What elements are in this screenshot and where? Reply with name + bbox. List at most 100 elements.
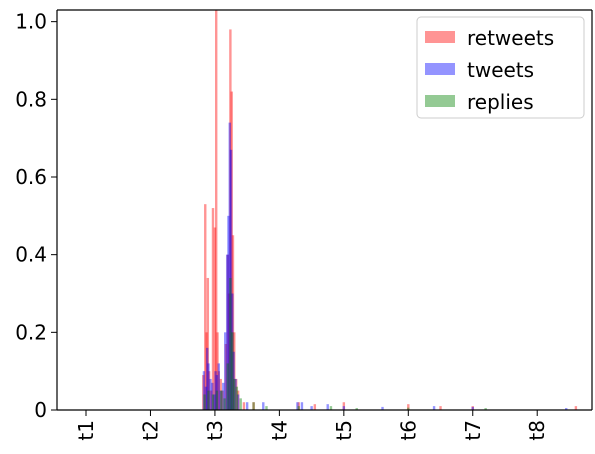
legend-swatch-replies — [425, 95, 455, 107]
bar-tweets — [326, 404, 329, 410]
bar-tweets — [471, 406, 474, 410]
legend-label-tweets: tweets — [467, 58, 534, 82]
bar-tweets — [236, 394, 240, 410]
bar-retweets — [215, 10, 218, 410]
bar-replies — [220, 390, 223, 410]
bar-tweets — [232, 351, 235, 410]
bar-retweets — [234, 378, 238, 410]
bar-replies — [231, 332, 234, 410]
bar-replies — [355, 408, 358, 410]
x-tick-label: t5 — [332, 420, 356, 441]
bar-tweets — [296, 402, 299, 410]
bar-tweets — [204, 386, 208, 410]
bar-tweets — [227, 215, 230, 410]
legend: retweets tweets replies — [416, 16, 585, 119]
bar-tweets — [245, 402, 249, 410]
bar-tweets — [225, 254, 229, 410]
bar-tweets — [310, 406, 313, 410]
bar-tweets — [215, 375, 219, 410]
bar-replies — [297, 406, 300, 410]
bar-tweets — [205, 347, 209, 410]
y-tick-label: 0.6 — [15, 165, 47, 189]
legend-box — [416, 16, 585, 119]
bar-retweets — [471, 406, 474, 410]
bar-retweets — [202, 375, 205, 410]
bar-retweets — [207, 371, 211, 410]
bar-retweets — [229, 29, 232, 410]
bar-replies — [265, 406, 268, 410]
y-tick-label: 0.2 — [15, 320, 47, 344]
bar-retweets — [407, 404, 410, 410]
bar-retweets — [221, 390, 224, 410]
bar-retweets — [216, 332, 219, 410]
axes: 0 0.2 0.4 0.6 0.8 1.0 t1 t2 t3 t4 t5 t6 t7 t8 — [15, 9, 593, 441]
bar-retweets — [233, 332, 236, 410]
bar-tweets — [209, 378, 212, 410]
bar-retweets — [213, 227, 217, 410]
bar-retweets — [231, 235, 235, 410]
bar-replies — [407, 407, 410, 410]
bar-replies — [211, 394, 215, 410]
bar-tweets — [231, 293, 234, 410]
bar-replies — [207, 390, 210, 410]
bar-retweets — [217, 371, 220, 410]
y-tick-label: 0 — [34, 398, 47, 422]
bar-retweets — [205, 332, 208, 410]
series-retweets — [202, 10, 578, 411]
x-tick-label: t7 — [461, 420, 485, 441]
bar-retweets — [209, 390, 213, 410]
bar-replies — [484, 408, 487, 410]
series-tweets — [202, 122, 568, 411]
bar-tweets — [234, 378, 237, 410]
bar-replies — [226, 363, 230, 410]
bar-replies — [252, 402, 255, 410]
bar-tweets — [262, 402, 265, 410]
bar-retweets — [252, 402, 255, 410]
y-tick-label: 0.4 — [15, 243, 47, 267]
y-tick-label: 0.8 — [15, 87, 47, 111]
legend-label-replies: replies — [467, 90, 534, 114]
bar-retweets — [219, 378, 222, 410]
bar-tweets — [342, 406, 346, 410]
bar-replies — [329, 406, 333, 410]
bar-retweets — [226, 254, 230, 410]
bar-retweets — [224, 343, 228, 410]
bar-tweets — [224, 332, 227, 410]
x-tick-label: t8 — [525, 420, 549, 441]
bar-tweets — [202, 371, 206, 410]
legend-swatch-tweets — [425, 63, 455, 75]
bar-retweets — [227, 293, 231, 410]
bar-retweets — [204, 204, 207, 410]
x-tick-label: t3 — [203, 420, 227, 441]
y-tick-label: 1.0 — [15, 10, 47, 34]
legend-swatch-retweets — [425, 31, 455, 43]
bar-tweets — [217, 363, 220, 410]
bar-retweets — [313, 404, 317, 410]
bar-tweets — [228, 122, 231, 411]
bar-tweets — [300, 402, 304, 410]
bar-retweets — [439, 406, 442, 410]
bar-retweets — [211, 208, 215, 410]
bar-retweets — [574, 406, 578, 410]
series-replies — [203, 277, 487, 410]
bar-tweets — [565, 408, 568, 410]
bar-tweets — [229, 149, 233, 410]
bar-replies — [235, 386, 239, 410]
bar-retweets — [342, 402, 346, 410]
bar-tweets — [222, 382, 225, 410]
bar-retweets — [230, 91, 233, 411]
bar-replies — [223, 398, 226, 410]
bar-replies — [215, 390, 219, 410]
plot-area — [202, 10, 578, 411]
x-tick-label: t2 — [138, 420, 162, 441]
bar-tweets — [214, 371, 217, 410]
bar-retweets — [242, 402, 246, 410]
legend-label-retweets: retweets — [467, 26, 554, 50]
bar-replies — [233, 378, 236, 410]
bar-tweets — [213, 394, 216, 410]
bar-tweets — [207, 363, 210, 410]
bar-retweets — [206, 277, 210, 410]
x-tick-label: t6 — [396, 420, 420, 441]
